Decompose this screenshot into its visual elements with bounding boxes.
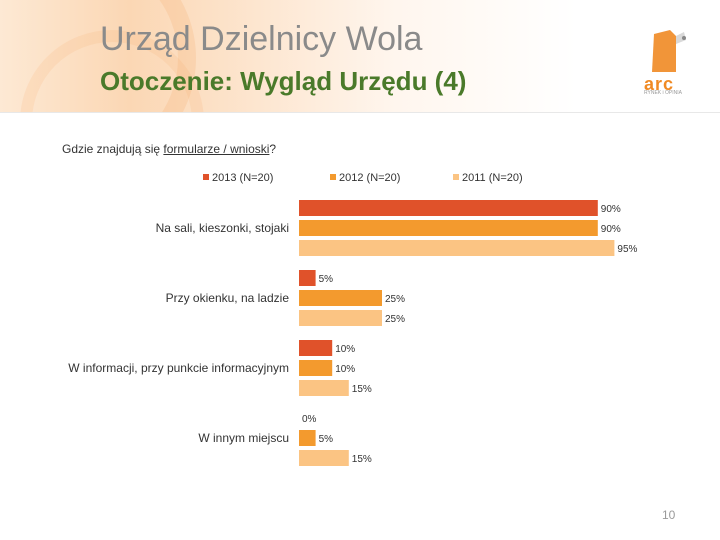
legend-label: 2011 (N=20) [462, 172, 523, 184]
survey-question: Gdzie znajdują się formularze / wnioski? [62, 142, 276, 156]
data-label: 90% [601, 224, 621, 235]
data-bar [299, 270, 316, 286]
logo-subtext: RYNEK i OPINIA [644, 90, 682, 96]
question-prefix: Gdzie znajdują się [62, 142, 164, 156]
data-label: 25% [385, 314, 405, 325]
data-bar [299, 430, 316, 446]
question-suffix: ? [269, 142, 277, 156]
data-label: 15% [352, 454, 372, 465]
page-title: Urząd Dzielnicy Wola [100, 20, 423, 58]
data-label: 5% [319, 434, 334, 445]
data-label: 10% [335, 364, 355, 375]
legend-label: 2012 (N=20) [339, 172, 400, 184]
data-label: 90% [601, 204, 621, 215]
data-bar [299, 450, 349, 466]
data-label: 5% [319, 274, 334, 285]
page-subtitle: Otoczenie: Wygląd Urzędu (4) [100, 66, 467, 96]
data-bar [299, 340, 333, 356]
data-label: 10% [335, 344, 355, 355]
legend-swatch [203, 174, 209, 180]
arc-logo-icon [652, 30, 686, 72]
category-label: W informacji, przy punkcie informacyjnym [68, 361, 289, 375]
data-bar [299, 360, 333, 376]
question-underlined: formularze / wnioski [163, 142, 270, 156]
legend-label: 2013 (N=20) [212, 172, 273, 184]
data-bar [299, 290, 382, 306]
data-label: 0% [302, 414, 317, 425]
data-bar [299, 200, 598, 216]
data-bar [299, 240, 615, 256]
legend-swatch [453, 174, 459, 180]
data-bar [299, 310, 382, 326]
legend-swatch [330, 174, 336, 180]
category-label: Przy okienku, na ladzie [166, 291, 290, 305]
data-label: 15% [352, 384, 372, 395]
bar-chart: 2013 (N=20) 2012 (N=20) 2011 (N=20) Na sali… [68, 172, 638, 466]
header-divider [0, 112, 720, 113]
data-bar [299, 380, 349, 396]
data-bar [299, 220, 598, 236]
data-label: 25% [385, 294, 405, 305]
slide-header: Urząd Dzielnicy Wola Otoczenie: Wygląd U… [0, 0, 720, 112]
category-label: W innym miejscu [198, 431, 289, 445]
category-label: Na sali, kieszonki, stojaki [156, 221, 289, 235]
page-number: 10 [662, 508, 676, 522]
data-label: 95% [617, 244, 637, 255]
logo-text: arc [644, 74, 675, 94]
